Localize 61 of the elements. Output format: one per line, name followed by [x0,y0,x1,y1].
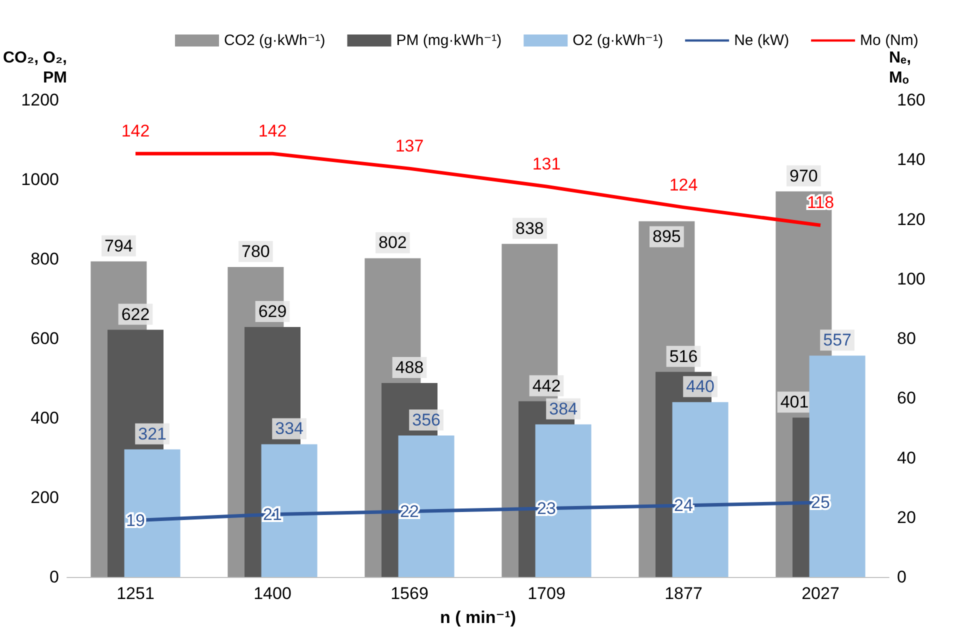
y-tick-label: 1200 [21,90,59,110]
data-label: 19 [126,510,145,530]
data-label: 802 [378,233,407,252]
y2-tick-label: 60 [897,388,916,408]
x-tick-label: 1251 [116,584,154,603]
legend-label: CO2 (g·kWh⁻¹) [224,32,326,49]
data-label: 142 [258,122,287,141]
legend-label: O2 (g·kWh⁻¹) [572,32,664,49]
bar [535,424,592,577]
legend-label: PM (mg·kWh⁻¹) [396,32,502,49]
data-label: 142 [121,122,150,141]
bar [809,356,866,577]
data-label: 622 [121,304,150,324]
data-label: 321 [138,424,166,444]
legend-label: Mo (Nm) [860,32,918,49]
bar [672,402,728,577]
data-label: 970 [790,166,818,186]
data-label: 25 [811,492,830,512]
x-tick-label: 2027 [802,584,840,603]
legend-label: Ne (kW) [734,32,790,49]
x-tick-label: 1877 [664,584,702,603]
data-label: 384 [549,399,578,418]
bar [124,449,180,577]
data-label: 442 [532,376,561,396]
y2-tick-label: 0 [897,568,906,586]
y-tick-label: 800 [30,250,59,268]
data-label: 124 [669,175,698,194]
data-label: 488 [395,358,424,378]
data-label: 401 [780,392,809,412]
y-axis-title: CO₂, O₂, PM [3,50,67,86]
x-tick-label: 1400 [254,584,292,603]
y2-tick-label: 40 [897,448,916,468]
y2-tick-label: 140 [897,150,926,170]
bar [398,435,454,577]
data-label: 137 [395,136,424,156]
data-label: 440 [686,377,714,396]
data-label: 131 [532,154,561,174]
x-axis-title: n ( min⁻¹) [440,608,516,627]
data-label: 334 [275,419,304,438]
x-tick-label: 1709 [528,584,566,603]
data-label: 838 [516,218,544,238]
y-tick-label: 400 [30,408,59,428]
data-label: 629 [258,302,287,321]
y2-tick-label: 120 [897,210,926,229]
data-label: 794 [104,236,133,256]
bar [261,444,318,577]
y-tick-label: 200 [30,488,59,507]
y2-tick-label: 80 [897,329,916,348]
y2-tick-label: 100 [897,269,926,288]
y-tick-label: 600 [30,329,59,348]
y2-tick-label: 20 [897,508,916,527]
data-label: 557 [823,330,852,350]
y-tick-label: 1000 [21,170,59,189]
y-tick-label: 0 [50,568,59,586]
data-label: 780 [242,242,270,261]
y2-tick-label: 160 [897,90,926,110]
data-label: 895 [652,227,681,246]
x-tick-label: 1569 [390,584,428,603]
y2-axis-title: Nₑ, Mₒ [889,50,912,86]
data-label: 356 [412,410,440,430]
data-label: 516 [669,346,698,366]
